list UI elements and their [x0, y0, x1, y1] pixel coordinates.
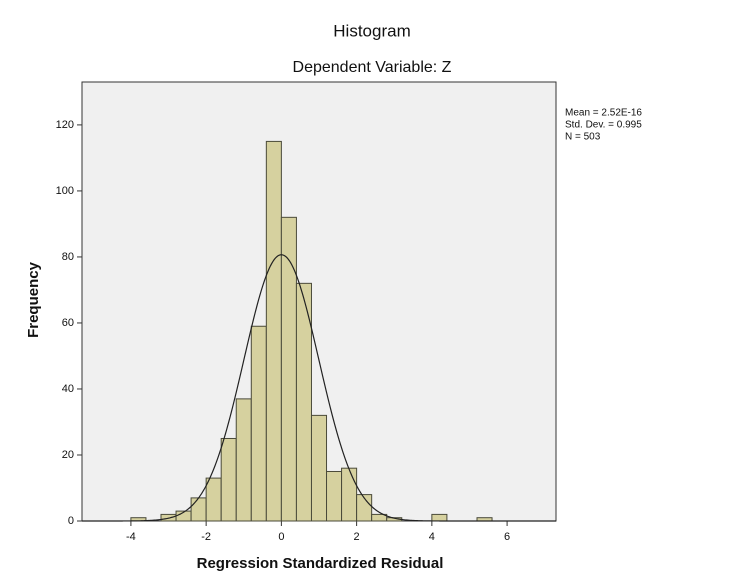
bar — [310, 414, 328, 522]
chart-subtitle: Dependent Variable: Z — [293, 59, 452, 76]
x-tick-label: 0 — [278, 531, 284, 543]
bar — [250, 325, 267, 522]
y-tick-label: 120 — [56, 119, 74, 131]
stats-note: N = 503 — [565, 132, 601, 143]
bar — [431, 513, 448, 522]
y-tick-label: 20 — [62, 449, 74, 461]
bar — [280, 216, 297, 522]
bar — [205, 477, 222, 522]
bar — [190, 497, 207, 522]
normal-curve — [82, 254, 556, 522]
y-tick-label: 60 — [62, 317, 74, 329]
bar — [220, 437, 237, 522]
bar — [235, 398, 252, 522]
y-tick-label: 80 — [62, 251, 74, 263]
y-tick-label: 100 — [56, 185, 74, 197]
x-tick-label: 4 — [429, 531, 435, 543]
bar — [326, 470, 343, 522]
x-tick-label: 6 — [504, 531, 510, 543]
x-tick-label: -2 — [201, 531, 211, 543]
x-tick-label: 2 — [354, 531, 360, 543]
chart-title: Histogram — [333, 21, 410, 40]
y-tick-label: 40 — [62, 383, 74, 395]
stats-note: Std. Dev. = 0.995 — [565, 120, 642, 131]
bar — [356, 494, 373, 522]
y-tick-label: 0 — [68, 515, 74, 527]
bar — [265, 140, 282, 522]
y-axis-label: Frequency — [25, 261, 42, 338]
x-axis-label: Regression Standardized Residual — [197, 555, 444, 572]
bar — [295, 282, 312, 522]
bar — [341, 467, 358, 522]
stats-note: Mean = 2.52E-16 — [565, 108, 642, 119]
x-tick-label: -4 — [126, 531, 136, 543]
